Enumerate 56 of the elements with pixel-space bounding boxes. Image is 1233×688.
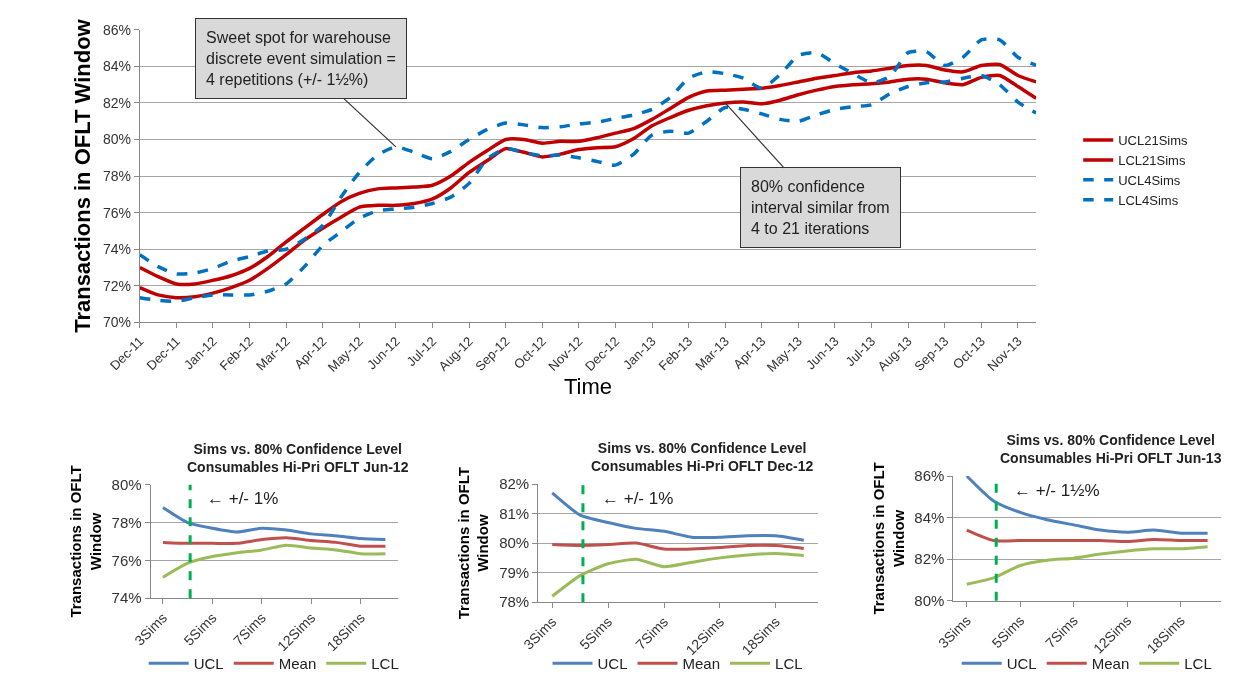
- y-tick-label: 74%: [111, 589, 142, 607]
- legend-label: UCL21Sims: [1118, 133, 1189, 149]
- annotation: 80% confidence interval similar from 4 to 21 iterations: [751, 178, 890, 237]
- legend-label: LCL: [1184, 655, 1212, 673]
- chart-title: Sims vs. 80% Confidence Level Consumables Hi-Pri OFLT Jun-12: [187, 441, 409, 476]
- line-series: [965, 545, 1210, 586]
- legend-label: Mean: [682, 655, 721, 673]
- y-axis-title: Transactions in OFLT Window: [454, 466, 492, 620]
- line-series: [550, 551, 806, 598]
- line-series: [965, 528, 1210, 544]
- y-tick-label: 82%: [102, 94, 131, 111]
- chart-title: Sims vs. 80% Confidence Level Consumables Hi-Pri OFLT Dec-12: [591, 440, 814, 475]
- y-tick-label: 78%: [102, 167, 131, 184]
- chart-title: Sims vs. 80% Confidence Level Consumables Hi-Pri OFLT Jun-13: [1000, 432, 1222, 467]
- y-tick-label: 78%: [499, 593, 530, 611]
- y-tick-label: 70%: [102, 314, 131, 331]
- x-axis-title: Time: [563, 373, 613, 399]
- y-tick-label: 81%: [499, 504, 530, 522]
- annotation: Sweet spot for warehouse discrete event simulation = 4 repetitions (+/- 1½%): [206, 29, 396, 88]
- legend-label: UCL4Sims: [1118, 172, 1181, 188]
- y-tick-label: 82%: [914, 550, 945, 568]
- y-axis-title: Transactions in OFLT Window: [69, 18, 95, 333]
- legend-label: UCL: [193, 655, 224, 673]
- y-tick-label: 80%: [102, 131, 131, 148]
- y-tick-label: 84%: [102, 58, 131, 75]
- y-tick-label: 86%: [102, 21, 131, 38]
- line-series: [161, 543, 387, 579]
- y-axis-title: Transactions in OFLT Window: [67, 465, 104, 618]
- y-tick-label: 78%: [111, 513, 142, 531]
- y-tick-label: 80%: [914, 592, 945, 610]
- line-series: [161, 505, 387, 542]
- line-series: [550, 491, 806, 542]
- y-tick-label: 76%: [102, 204, 131, 221]
- legend-label: LCL: [371, 655, 399, 673]
- y-tick-label: 82%: [499, 475, 530, 493]
- legend-label: Mean: [1091, 655, 1130, 673]
- annotation: ← +/- 1%: [207, 489, 279, 508]
- annotation: ← +/- 1%: [602, 489, 674, 508]
- legend-label: LCL21Sims: [1118, 152, 1186, 168]
- legend-label: Mean: [278, 655, 317, 673]
- y-tick-label: 86%: [914, 467, 945, 485]
- legend-label: UCL: [597, 655, 628, 673]
- y-tick-label: 72%: [102, 277, 131, 294]
- line-series: [161, 536, 387, 548]
- y-axis-title: Transactions in OFLT Window: [870, 462, 907, 615]
- legend-label: LCL4Sims: [1118, 192, 1179, 208]
- y-tick-label: 79%: [499, 563, 530, 581]
- legend-label: LCL: [775, 655, 803, 673]
- y-tick-label: 84%: [914, 508, 945, 526]
- y-tick-label: 76%: [111, 551, 142, 569]
- legend-label: UCL: [1006, 655, 1037, 673]
- y-tick-label: 74%: [102, 241, 131, 258]
- y-tick-label: 80%: [499, 534, 530, 552]
- line-series: [965, 476, 1210, 535]
- annotation: ← +/- 1½%: [1014, 481, 1100, 500]
- y-tick-label: 80%: [111, 475, 142, 493]
